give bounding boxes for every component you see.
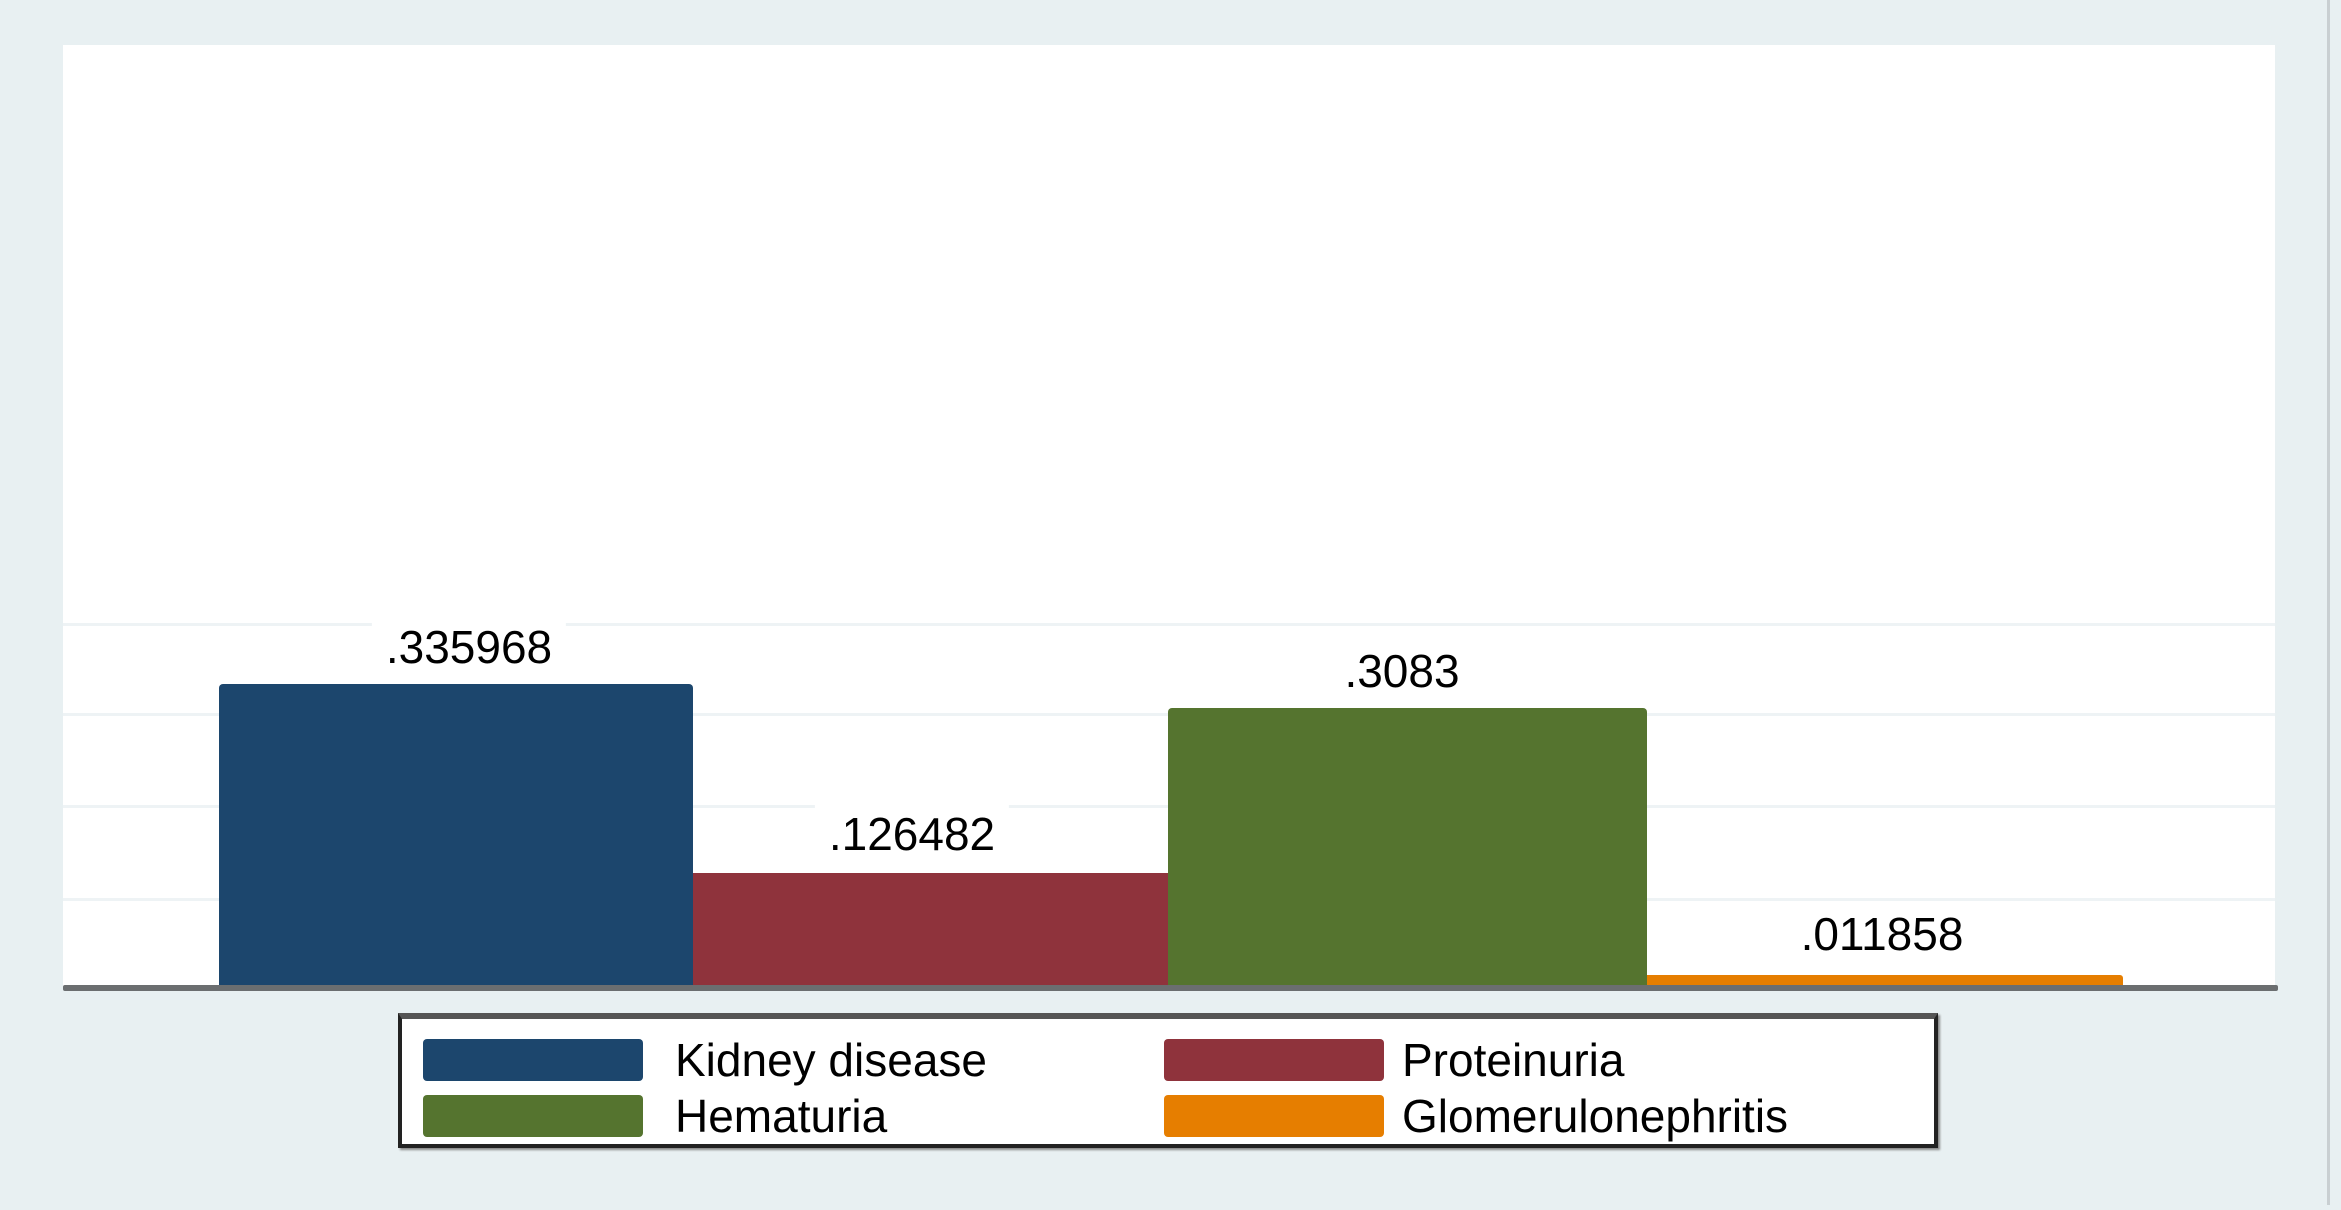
- value-label-hematuria: .3083: [1330, 640, 1474, 702]
- legend-swatch: [423, 1039, 643, 1081]
- value-label-proteinuria: .126482: [814, 803, 1010, 865]
- bar-hematuria: [1168, 708, 1647, 988]
- legend-item-glomerulonephritis: Glomerulonephritis: [1164, 1089, 1788, 1143]
- legend-item-proteinuria: Proteinuria: [1164, 1033, 1624, 1087]
- legend-label: Proteinuria: [1402, 1034, 1625, 1086]
- legend-swatch: [423, 1095, 643, 1137]
- legend-label: Kidney disease: [675, 1034, 987, 1086]
- value-label-glomerulonephritis: .011858: [1786, 903, 1978, 965]
- x-axis-line: [63, 985, 2278, 991]
- legend-swatch: [1164, 1095, 1384, 1137]
- bar-kidney-disease: [219, 684, 693, 988]
- bar-proteinuria: [693, 873, 1168, 988]
- legend: Kidney disease Proteinuria Hematuria Glo…: [398, 1013, 1938, 1148]
- legend-label: Hematuria: [675, 1090, 888, 1142]
- legend-item-hematuria: Hematuria: [423, 1089, 887, 1143]
- gridline: [63, 623, 2275, 626]
- bar-glomerulonephritis: [1647, 975, 2123, 988]
- legend-label: Glomerulonephritis: [1402, 1090, 1789, 1142]
- value-label-kidney-disease: .335968: [371, 616, 567, 678]
- legend-swatch: [1164, 1039, 1384, 1081]
- legend-item-kidney-disease: Kidney disease: [423, 1033, 987, 1087]
